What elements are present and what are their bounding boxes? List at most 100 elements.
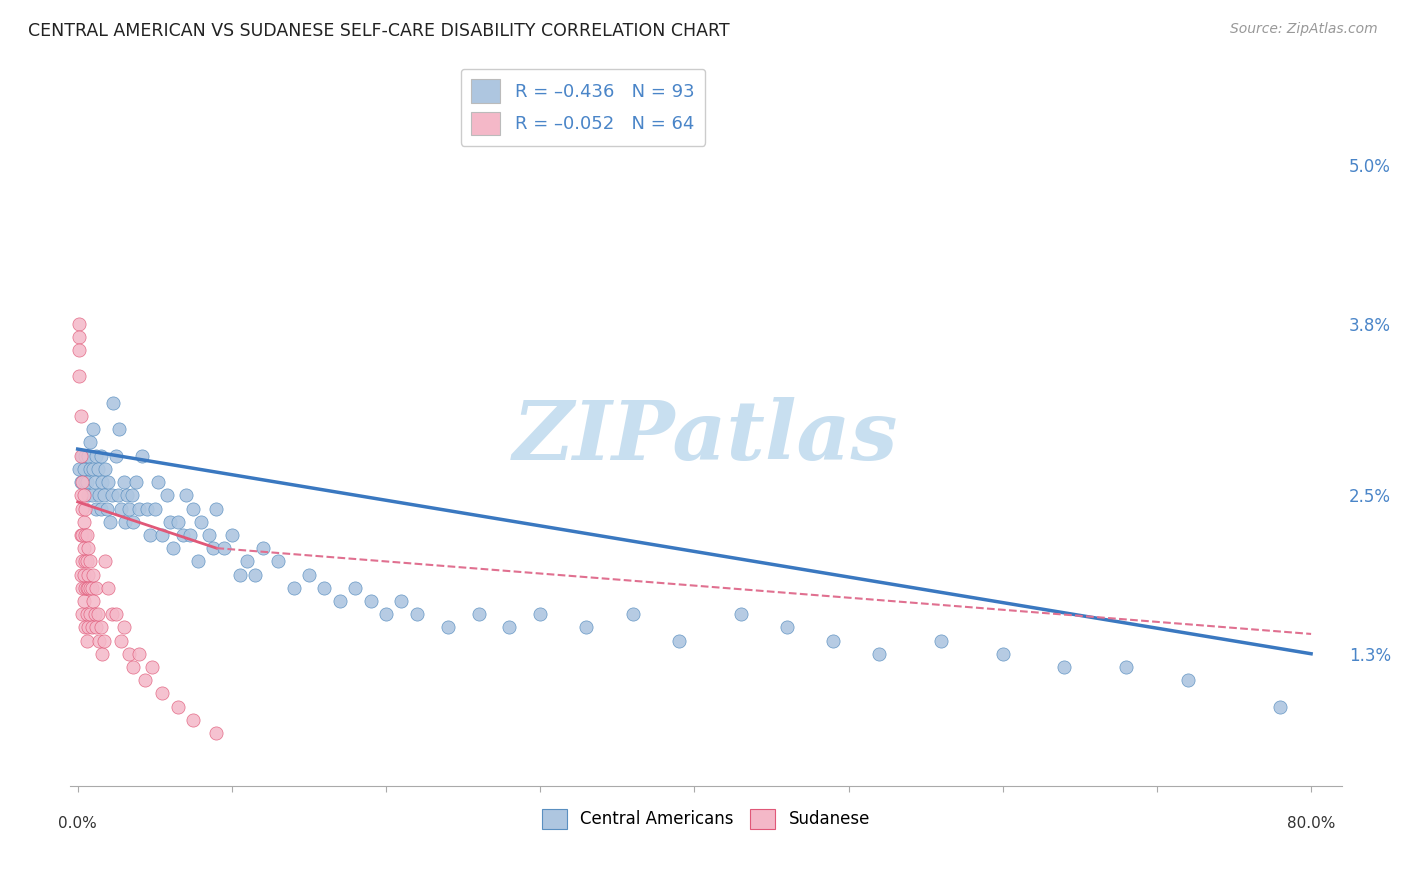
Point	[72, 528, 94, 542]
Point	[205, 726, 228, 740]
Point	[115, 488, 138, 502]
Point	[122, 515, 145, 529]
Point	[131, 449, 153, 463]
Point	[94, 554, 117, 568]
Point	[167, 699, 190, 714]
Point	[82, 594, 104, 608]
Point	[77, 581, 100, 595]
Point	[79, 435, 101, 450]
Point	[205, 501, 228, 516]
Point	[868, 647, 890, 661]
Point	[112, 475, 135, 489]
Point	[360, 594, 382, 608]
Point	[1115, 660, 1137, 674]
Point	[139, 528, 162, 542]
Point	[84, 501, 107, 516]
Point	[91, 475, 114, 489]
Point	[159, 515, 181, 529]
Point	[75, 581, 97, 595]
Point	[128, 501, 150, 516]
Point	[75, 449, 97, 463]
Point	[69, 409, 91, 423]
Point	[80, 620, 103, 634]
Point	[77, 449, 100, 463]
Point	[121, 488, 143, 502]
Point	[228, 567, 250, 582]
Point	[76, 475, 98, 489]
Point	[72, 449, 94, 463]
Point	[90, 501, 112, 516]
Point	[190, 515, 212, 529]
Point	[67, 343, 90, 357]
Point	[823, 633, 845, 648]
Point	[72, 501, 94, 516]
Point	[529, 607, 551, 622]
Point	[1053, 660, 1076, 674]
Point	[141, 660, 163, 674]
Point	[929, 633, 952, 648]
Point	[776, 620, 799, 634]
Point	[79, 581, 101, 595]
Point	[100, 607, 122, 622]
Point	[82, 422, 104, 436]
Point	[72, 554, 94, 568]
Point	[80, 488, 103, 502]
Point	[156, 488, 179, 502]
Point	[97, 475, 120, 489]
Point	[498, 620, 520, 634]
Text: Source: ZipAtlas.com: Source: ZipAtlas.com	[1230, 22, 1378, 37]
Point	[91, 647, 114, 661]
Point	[375, 607, 398, 622]
Point	[83, 607, 105, 622]
Point	[75, 528, 97, 542]
Point	[298, 567, 321, 582]
Point	[84, 449, 107, 463]
Point	[75, 554, 97, 568]
Point	[72, 581, 94, 595]
Point	[79, 462, 101, 476]
Point	[105, 607, 128, 622]
Point	[991, 647, 1014, 661]
Point	[202, 541, 225, 555]
Point	[75, 475, 97, 489]
Point	[73, 515, 96, 529]
Text: ZIPatlas: ZIPatlas	[513, 397, 898, 477]
Point	[107, 488, 129, 502]
Point	[75, 620, 97, 634]
Point	[94, 462, 117, 476]
Point	[108, 422, 131, 436]
Point	[179, 528, 201, 542]
Point	[243, 567, 266, 582]
Point	[172, 528, 194, 542]
Point	[76, 528, 98, 542]
Point	[69, 488, 91, 502]
Point	[212, 541, 235, 555]
Point	[72, 607, 94, 622]
Point	[181, 501, 204, 516]
Point	[136, 501, 159, 516]
Point	[267, 554, 290, 568]
Point	[83, 475, 105, 489]
Point	[69, 475, 91, 489]
Point	[69, 528, 91, 542]
Point	[162, 541, 184, 555]
Point	[134, 673, 156, 688]
Point	[97, 581, 120, 595]
Point	[75, 501, 97, 516]
Point	[93, 488, 115, 502]
Point	[110, 501, 132, 516]
Text: CENTRAL AMERICAN VS SUDANESE SELF-CARE DISABILITY CORRELATION CHART: CENTRAL AMERICAN VS SUDANESE SELF-CARE D…	[28, 22, 730, 40]
Point	[73, 567, 96, 582]
Point	[90, 449, 112, 463]
Point	[77, 488, 100, 502]
Point	[152, 528, 174, 542]
Point	[236, 554, 259, 568]
Point	[117, 647, 139, 661]
Point	[174, 488, 197, 502]
Point	[79, 607, 101, 622]
Point	[105, 449, 128, 463]
Point	[76, 633, 98, 648]
Point	[344, 581, 367, 595]
Point	[143, 501, 166, 516]
Point	[252, 541, 274, 555]
